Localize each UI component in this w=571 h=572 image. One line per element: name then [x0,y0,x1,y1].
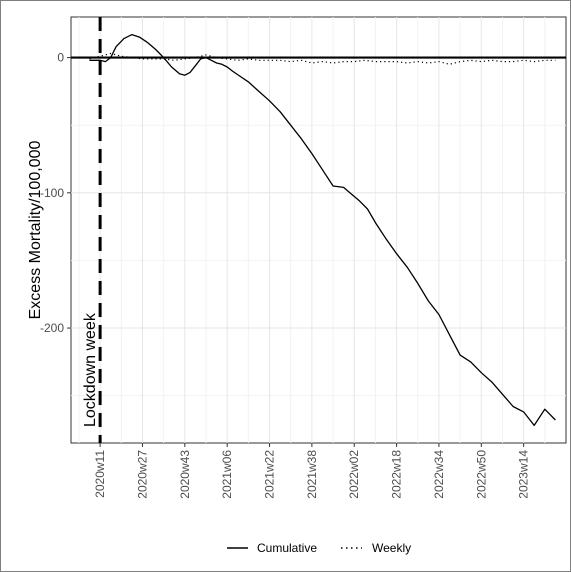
x-tick-label: 2021w38 [305,450,319,499]
series-weekly-line [89,52,556,65]
series-layer [89,33,556,427]
x-tick-label: 2021w06 [220,450,234,499]
legend-weekly-label: Weekly [372,541,411,555]
series-cumulative-line [89,33,556,427]
y-tick-label: -100 [40,186,64,200]
x-tick-label: 2020w43 [178,450,192,499]
x-tick-label: 2020w11 [93,450,107,498]
x-tick-label: 2022w18 [390,450,404,499]
y-axis-label: Excess Mortality/100,000 [27,141,44,320]
legend: Cumulative Weekly [227,541,411,555]
x-axis-ticks: 2020w11 2020w27 2020w43 2021w06 2021w22 2021w… [93,443,531,499]
y-tick-label: 0 [57,51,64,65]
x-tick-label: 2022w50 [474,450,488,499]
y-axis-ticks: 0 -100 -200 [40,51,71,335]
x-tick-label: 2021w22 [263,450,277,499]
y-tick-label: -200 [40,321,64,335]
x-tick-label: 2022w02 [347,450,361,499]
x-tick-label: 2023w14 [517,450,531,499]
plot-panel [70,16,567,444]
x-tick-label: 2022w34 [432,450,446,499]
legend-cumulative-label: Cumulative [257,541,317,555]
x-tick-label: 2020w27 [136,450,150,499]
lockdown-label: Lockdown week [82,312,99,427]
